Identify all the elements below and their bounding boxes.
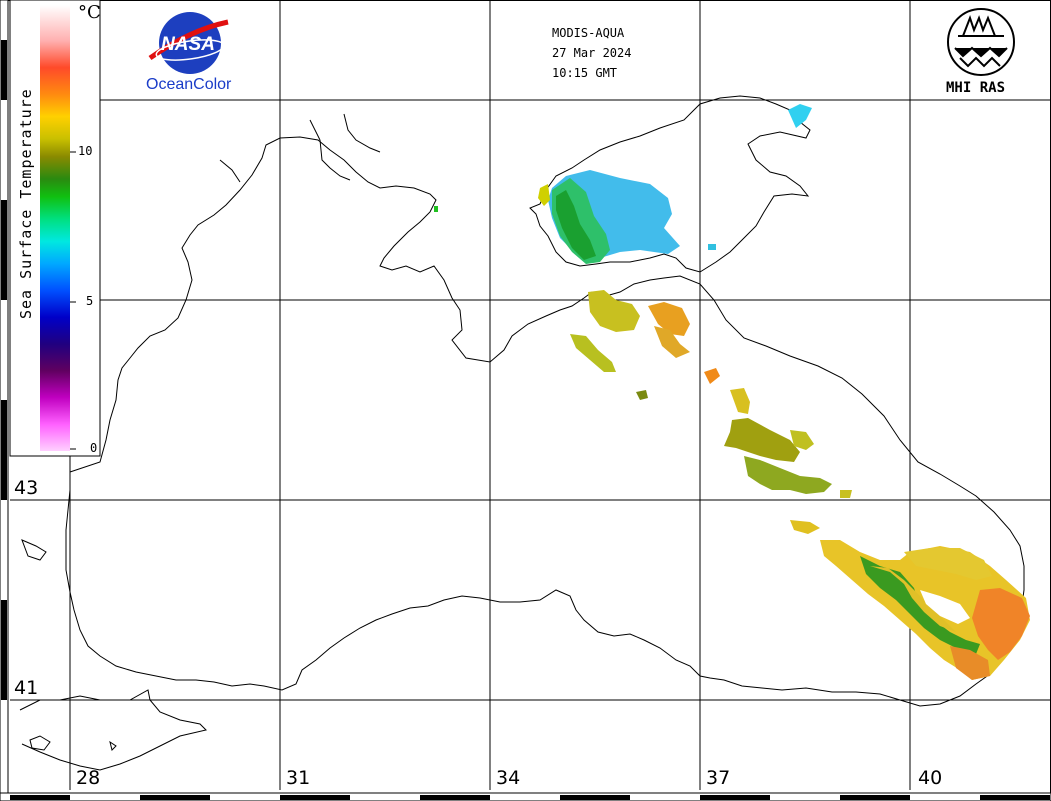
longitude-label: 40 — [918, 767, 943, 789]
longitude-label: 37 — [706, 767, 731, 789]
colorbar-tick: 10 — [78, 144, 93, 158]
colorbar — [9, 0, 101, 457]
svg-text:NASA: NASA — [161, 34, 215, 55]
longitude-label: 28 — [76, 767, 101, 789]
graticule — [10, 0, 1051, 790]
time-label: 10:15 GMT — [552, 66, 618, 80]
date-label: 27 Mar 2024 — [552, 46, 632, 60]
colorbar-gradient — [40, 5, 70, 451]
longitude-ruler — [0, 792, 1051, 801]
colorbar-unit: °C — [78, 2, 101, 23]
mhi-logo-icon — [947, 8, 1015, 76]
latitude-label: 43 — [14, 477, 39, 499]
coastline — [19, 95, 1025, 771]
mhi-label: MHI RAS — [946, 80, 1006, 96]
sensor-label: MODIS-AQUA — [552, 26, 625, 40]
nasa-logo-icon: NASA — [148, 12, 229, 74]
latitude-ruler — [0, 0, 9, 794]
latitude-label: 41 — [14, 677, 39, 699]
colorbar-tick: 5 — [86, 294, 94, 308]
oceancolor-label: OceanColor — [146, 76, 232, 93]
longitude-label: 31 — [286, 767, 311, 789]
sst-data — [434, 104, 1030, 680]
colorbar-tick: 0 — [90, 441, 98, 455]
colorbar-title: Sea Surface Temperature — [17, 88, 35, 319]
longitude-label: 34 — [496, 767, 521, 789]
